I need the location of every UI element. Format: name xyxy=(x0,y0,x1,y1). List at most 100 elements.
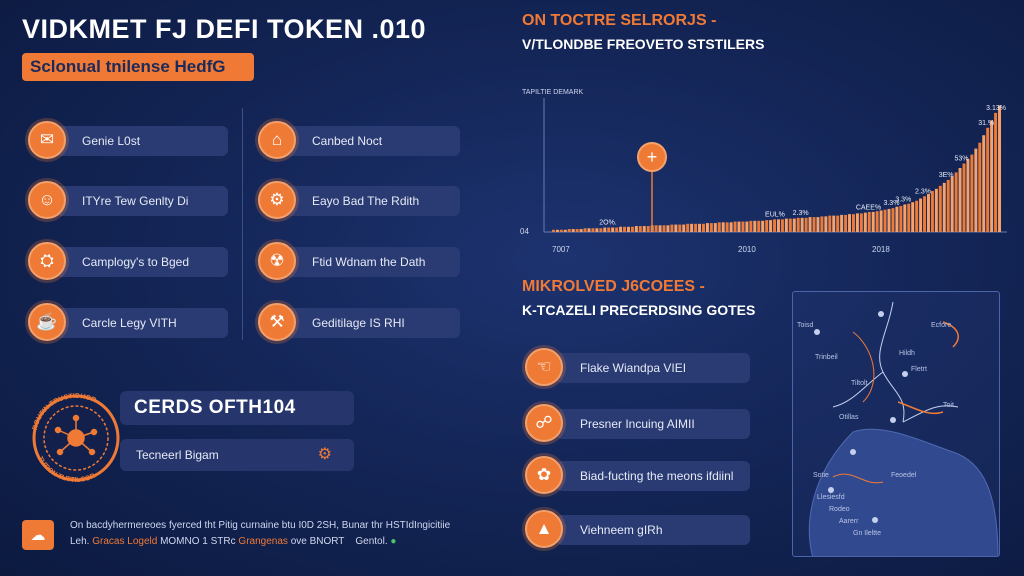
chart-bar xyxy=(682,224,686,232)
seal-badge: ROUTIN TRUSTIDHOR TUTION TUTTILCOR xyxy=(32,393,120,482)
chart-bar xyxy=(836,215,840,232)
chart-bar xyxy=(804,217,808,232)
feature-label: Canbed Noct xyxy=(312,134,383,148)
link-icon: ☍ xyxy=(525,404,563,442)
chart-bar xyxy=(844,214,848,232)
section2-heading-2: K-TCAZELI PRECERDSING GOTES xyxy=(522,302,756,318)
chart-bar xyxy=(950,176,954,232)
map-label: Rodeo xyxy=(829,506,850,513)
chart-bar xyxy=(555,229,559,232)
chart-bar xyxy=(686,223,690,232)
process-item[interactable]: Biad-fucting the meons ifdiinl xyxy=(556,461,750,491)
chart-bar xyxy=(769,220,773,232)
process-item[interactable]: Presner Incuing AIMII xyxy=(556,409,750,439)
map-panel[interactable]: Toisd Ecfore Trinbeil Hildh Fletrt Tilto… xyxy=(792,291,1000,557)
process-item[interactable]: Flake Wiandpa VIEI xyxy=(556,353,750,383)
map-label: Gn Ileltte xyxy=(853,530,882,537)
feature-item[interactable]: Genie L0st xyxy=(54,126,228,156)
chart-bar xyxy=(998,105,1001,232)
chart-bar xyxy=(587,228,591,232)
map-label: Ecfore xyxy=(931,322,952,329)
chart-data-label: 53% xyxy=(955,156,969,163)
chart-bar xyxy=(646,226,650,232)
chart-bar xyxy=(938,185,942,232)
map-label: Otillas xyxy=(839,414,859,421)
chart-bar xyxy=(883,209,887,232)
chart-bar xyxy=(698,223,701,232)
chart-bar xyxy=(717,222,721,232)
chart-bar xyxy=(690,223,694,232)
chart-bar xyxy=(875,211,879,232)
map-label: Tiltolt xyxy=(851,380,868,387)
chart-bar xyxy=(966,159,970,232)
chart-bar xyxy=(623,226,626,232)
chart-bar xyxy=(808,217,812,232)
chart-bar xyxy=(773,219,776,232)
chart-bar xyxy=(871,211,875,232)
chart-bar xyxy=(591,228,595,232)
feature-item[interactable]: Eayo Bad The Rdith xyxy=(284,186,460,216)
chart-data-label: CAEE% xyxy=(856,205,881,212)
feature-item[interactable]: Ftid Wdnam the Dath xyxy=(284,247,460,277)
chart-bar xyxy=(666,225,670,232)
chart-bar xyxy=(729,222,733,232)
chart-bar xyxy=(927,194,930,232)
chart-data-label: 215% xyxy=(994,80,1012,82)
chart-bar xyxy=(796,217,800,232)
chart-bar xyxy=(713,223,717,232)
x-tick-label: 2018 xyxy=(872,245,890,254)
process-label: Flake Wiandpa VIEI xyxy=(580,361,687,375)
process-label: Viehneem gIRh xyxy=(580,523,663,537)
feature-label: Geditilage IS RHI xyxy=(312,316,405,330)
chart-heading-2: V/TLONDBE FREOVETO STSTILERS xyxy=(522,36,765,52)
feature-label: Genie L0st xyxy=(82,134,141,148)
process-label: Presner Incuing AIMII xyxy=(580,417,695,431)
chart-bar xyxy=(599,228,603,232)
feature-item[interactable]: Carcle Legy VITH xyxy=(54,308,228,338)
chart-bar xyxy=(820,216,824,232)
chart-bar xyxy=(725,222,729,232)
chart-bar xyxy=(563,229,567,232)
chart-bar xyxy=(552,229,555,232)
chart-data-label: 2.3% xyxy=(915,188,931,195)
footer-line-2: Leh. Gracas Logeld MOMNO 1 STRc Grangena… xyxy=(70,536,397,547)
chart-bar xyxy=(761,220,765,232)
chart-bar xyxy=(828,215,832,232)
chart-bar xyxy=(583,228,587,232)
chart-bar xyxy=(907,203,911,232)
chart-bar xyxy=(840,214,844,232)
chart-bar xyxy=(986,127,990,232)
map-label: Llesiesfd xyxy=(817,494,845,501)
plus-icon[interactable] xyxy=(637,142,667,172)
chart-bar xyxy=(895,206,899,232)
feature-item[interactable]: Geditilage IS RHI xyxy=(284,308,460,338)
chart-bar xyxy=(946,179,950,232)
feature-item[interactable]: Canbed Noct xyxy=(284,126,460,156)
process-item[interactable]: Viehneem gIRh xyxy=(556,515,750,545)
chart-bar xyxy=(634,226,638,232)
chart-data-label: 3.13% xyxy=(986,105,1006,112)
chart-bar xyxy=(662,225,666,232)
map-label: Toit xyxy=(943,402,954,409)
chart-bar xyxy=(942,182,946,232)
chart-bar xyxy=(788,218,792,232)
chart-bar xyxy=(753,220,757,232)
feature-label: Carcle Legy VITH xyxy=(82,316,177,330)
feature-item[interactable]: Camplogy's to Bged xyxy=(54,247,228,277)
chart-bar xyxy=(694,223,698,232)
map-label: Trinbeil xyxy=(815,354,838,361)
feature-item[interactable]: ITYre Tew Genlty Di xyxy=(54,186,228,216)
chart-bar xyxy=(899,205,903,232)
chart-bar xyxy=(733,221,737,232)
feature-label: Eayo Bad The Rdith xyxy=(312,194,420,208)
chart-bar xyxy=(824,216,828,232)
chart-bar xyxy=(709,223,713,232)
basket-icon: ☕ xyxy=(28,303,66,341)
chart-bar xyxy=(832,215,836,232)
chart-bar xyxy=(970,154,974,232)
home-icon: ⌂ xyxy=(258,121,296,159)
chart-bar xyxy=(958,167,962,232)
chart-bar xyxy=(603,227,607,232)
cloud-icon: ☁ xyxy=(22,520,54,550)
map-graphic xyxy=(808,301,999,556)
